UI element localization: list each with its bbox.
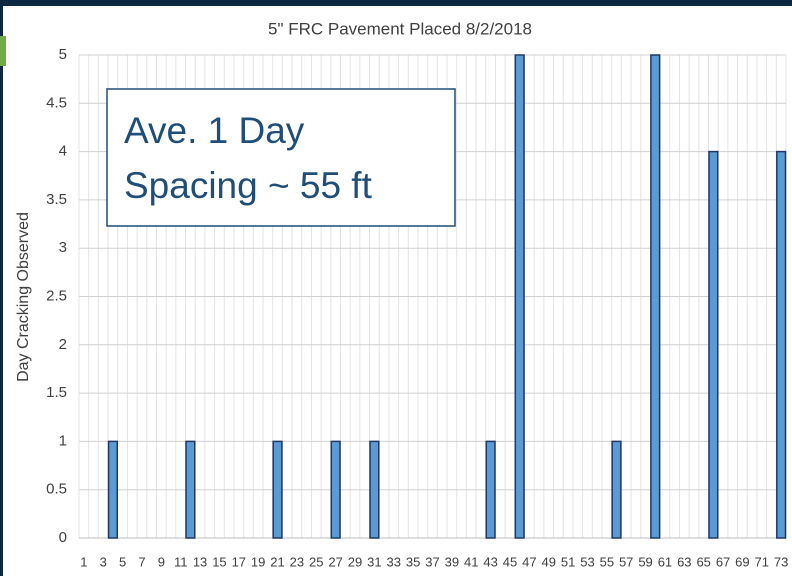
bars — [107, 54, 787, 539]
x-tick-label: 31 — [367, 554, 381, 569]
x-tick-label: 5 — [119, 554, 126, 569]
x-tick-label: 7 — [138, 554, 145, 569]
x-tick-label: 53 — [580, 554, 594, 569]
x-tick-label: 41 — [464, 554, 478, 569]
y-tick-label: 2.5 — [46, 287, 67, 304]
bar — [514, 54, 525, 539]
y-tick-label: 4.5 — [46, 94, 67, 111]
bar — [485, 440, 496, 539]
x-tick-label: 15 — [212, 554, 226, 569]
x-tick-label: 33 — [387, 554, 401, 569]
x-tick-label: 29 — [348, 554, 362, 569]
top-border — [0, 0, 792, 6]
x-tick-label: 47 — [522, 554, 536, 569]
bar — [330, 440, 341, 539]
annotation-box — [106, 88, 456, 227]
bar — [107, 440, 119, 539]
y-tick-label: 3 — [59, 239, 67, 256]
x-tick-label: 39 — [445, 554, 459, 569]
chart-title: 5" FRC Pavement Placed 8/2/2018 — [268, 19, 532, 38]
bar — [185, 440, 196, 539]
x-tick-label: 61 — [658, 554, 672, 569]
y-tick-label: 1 — [59, 432, 67, 449]
x-tick-label: 37 — [425, 554, 439, 569]
y-axis-label: Day Cracking Observed — [15, 212, 32, 382]
x-tick-label: 3 — [100, 554, 107, 569]
annotation-line: Ave. 1 Day — [124, 110, 305, 151]
y-tick-label: 4 — [59, 143, 67, 160]
x-tick-label: 25 — [309, 554, 323, 569]
x-tick-label: 43 — [483, 554, 497, 569]
x-tick-label: 1 — [80, 554, 87, 569]
bar — [776, 150, 787, 539]
x-tick-label: 71 — [755, 554, 769, 569]
x-tick-label: 49 — [541, 554, 555, 569]
y-tick-label: 3.5 — [46, 191, 67, 208]
x-tick-label: 55 — [600, 554, 614, 569]
y-tick-label: 2 — [59, 336, 67, 353]
y-tick-label: 0.5 — [46, 481, 67, 498]
y-tick-label: 0 — [59, 529, 67, 546]
x-tick-label: 13 — [193, 554, 207, 569]
annotation-line: Spacing ~ 55 ft — [124, 165, 373, 206]
x-tick-label: 27 — [328, 554, 342, 569]
x-tick-label: 21 — [270, 554, 284, 569]
x-tick-label: 67 — [716, 554, 730, 569]
y-tick-label: 1.5 — [46, 384, 67, 401]
x-tick-label: 65 — [696, 554, 710, 569]
x-tick-label: 19 — [251, 554, 265, 569]
left-border — [0, 0, 3, 576]
x-tick-label: 45 — [503, 554, 517, 569]
x-tick-label: 69 — [735, 554, 749, 569]
bar — [708, 150, 719, 539]
x-tick-label: 63 — [677, 554, 691, 569]
x-tick-label: 59 — [638, 554, 652, 569]
bar — [369, 440, 380, 539]
left-accent — [0, 36, 6, 66]
x-tick-label: 51 — [561, 554, 575, 569]
x-tick-label: 11 — [174, 554, 188, 569]
x-tick-label: 35 — [406, 554, 420, 569]
x-tick-label: 73 — [774, 554, 788, 569]
bar — [611, 440, 622, 539]
x-tick-label: 17 — [232, 554, 246, 569]
x-tick-label: 57 — [619, 554, 633, 569]
x-tick-label: 9 — [158, 554, 165, 569]
bar — [650, 54, 661, 539]
y-tick-label: 5 — [59, 46, 67, 63]
bar — [272, 440, 283, 539]
x-tick-label: 23 — [290, 554, 304, 569]
